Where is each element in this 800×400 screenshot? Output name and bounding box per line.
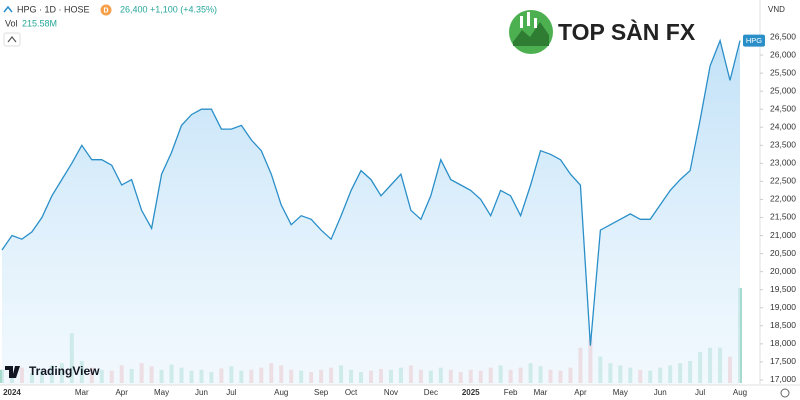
x-tick-label: Mar [75,388,89,397]
y-tick-label: 20,000 [770,266,796,276]
interval-badge: D [103,7,108,14]
last-price: 26,400 [120,4,148,14]
x-tick-label: Jul [695,388,705,397]
price-tag-label: HPG [746,36,762,45]
x-tick-label: Sep [314,388,329,397]
y-tick-label: 24,500 [770,103,796,113]
x-tick-label: 2024 [3,388,21,397]
y-tick-label: 24,000 [770,122,796,132]
volume-value: 215.58M [22,18,57,28]
watermark-bar [527,12,530,26]
watermark-text: TOP SÀN FX [558,18,696,45]
plot-area [0,38,742,385]
x-tick-label: Aug [733,388,747,397]
y-tick-label: 25,000 [770,85,796,95]
x-tick-label: Jul [226,388,236,397]
y-tick-label: 26,500 [770,31,796,41]
x-tick-label: Dec [424,388,438,397]
y-tick-label: 22,000 [770,194,796,204]
volume-label: Vol [5,18,18,28]
watermark-bar [534,18,537,28]
price-tag [743,34,765,47]
y-tick-label: 17,000 [770,374,796,384]
y-tick-label: 25,500 [770,67,796,77]
x-tick-label: Apr [574,388,587,397]
logo-text[interactable]: TradingView [29,364,100,378]
x-tick-label: Feb [504,388,518,397]
price-change: +1,100 (+4.35%) [150,4,217,14]
price-line [1,38,741,346]
currency: VND [768,5,785,14]
x-tick-label: Oct [345,388,358,397]
y-tick-label: 21,000 [770,230,796,240]
y-tick-label: 23,000 [770,158,796,168]
y-tick-label: 23,500 [770,140,796,150]
y-tick-label: 17,500 [770,356,796,366]
x-tick-label: Jun [654,388,667,397]
x-tick-label: 2025 [462,388,480,397]
settings-icon[interactable] [780,388,790,398]
y-tick-label: 21,500 [770,212,796,222]
x-tick-label: Jun [195,388,208,397]
area-fill [2,40,740,385]
symbol[interactable]: HPG · 1D · HOSE [17,4,90,14]
logo-icon [5,366,20,378]
x-tick-label: Nov [384,388,398,397]
y-tick-label: 19,000 [770,302,796,312]
symbol-icon [3,5,13,13]
watermark-mountain [513,22,549,46]
x-tick-label: Mar [534,388,548,397]
y-tick-label: 18,000 [770,338,796,348]
x-tick-label: Apr [115,388,128,397]
y-tick-label: 18,500 [770,320,796,330]
y-tick-label: 19,500 [770,284,796,294]
chevron [7,36,17,43]
badge [100,4,112,16]
y-tick-label: 22,500 [770,176,796,186]
y-tick-label: 26,000 [770,49,796,59]
watermark: TOP SÀN FX [509,10,696,54]
x-tick-label: May [154,388,169,397]
watermark-bar [520,16,523,28]
x-tick-label: Aug [274,388,288,397]
x-tick-label: May [613,388,628,397]
y-tick-label: 20,500 [770,248,796,258]
collapse-button[interactable] [3,32,21,47]
